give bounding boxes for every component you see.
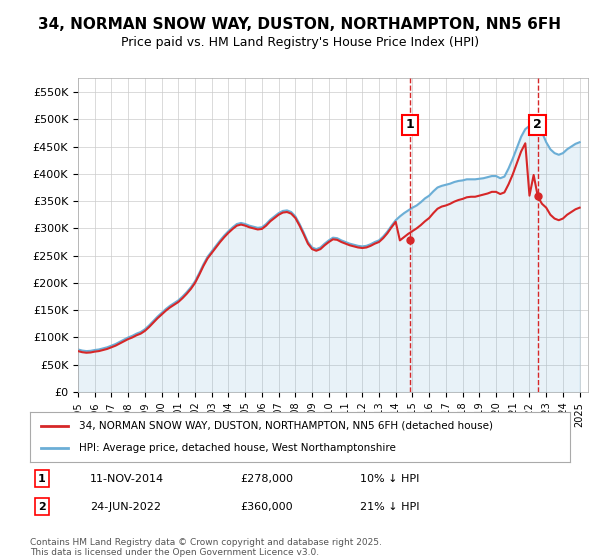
Text: 1: 1 xyxy=(406,118,415,131)
Text: 11-NOV-2014: 11-NOV-2014 xyxy=(90,474,164,484)
Text: HPI: Average price, detached house, West Northamptonshire: HPI: Average price, detached house, West… xyxy=(79,443,395,453)
Text: £360,000: £360,000 xyxy=(240,502,293,512)
Text: 24-JUN-2022: 24-JUN-2022 xyxy=(90,502,161,512)
Text: Price paid vs. HM Land Registry's House Price Index (HPI): Price paid vs. HM Land Registry's House … xyxy=(121,36,479,49)
Text: 2: 2 xyxy=(533,118,542,131)
Text: 21% ↓ HPI: 21% ↓ HPI xyxy=(360,502,419,512)
Text: £278,000: £278,000 xyxy=(240,474,293,484)
Text: 2: 2 xyxy=(38,502,46,512)
Text: Contains HM Land Registry data © Crown copyright and database right 2025.
This d: Contains HM Land Registry data © Crown c… xyxy=(30,538,382,557)
Text: 34, NORMAN SNOW WAY, DUSTON, NORTHAMPTON, NN5 6FH: 34, NORMAN SNOW WAY, DUSTON, NORTHAMPTON… xyxy=(38,17,562,32)
Text: 1: 1 xyxy=(38,474,46,484)
Text: 10% ↓ HPI: 10% ↓ HPI xyxy=(360,474,419,484)
Text: 34, NORMAN SNOW WAY, DUSTON, NORTHAMPTON, NN5 6FH (detached house): 34, NORMAN SNOW WAY, DUSTON, NORTHAMPTON… xyxy=(79,421,493,431)
